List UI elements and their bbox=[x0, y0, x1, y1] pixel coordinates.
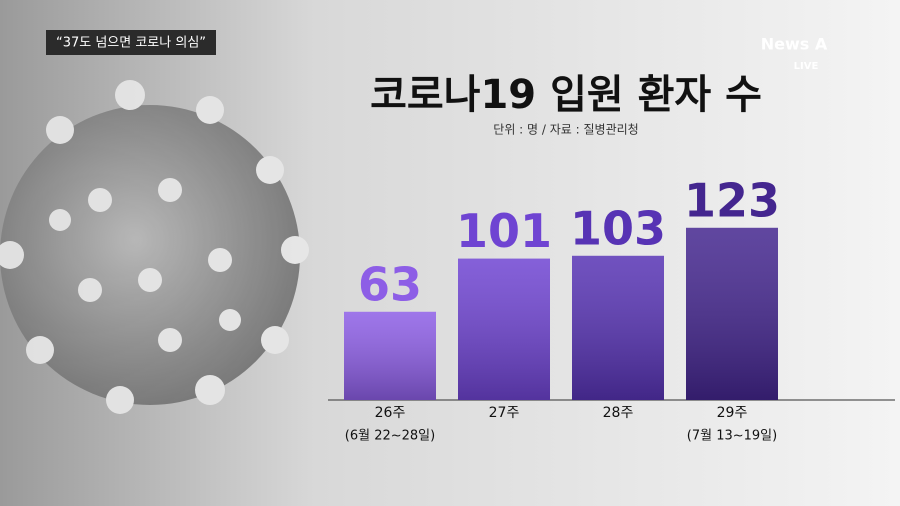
bar-shade bbox=[686, 227, 778, 400]
logo-brand: News A bbox=[761, 35, 828, 54]
logo-status: LIVE bbox=[794, 61, 819, 72]
caption-box bbox=[46, 30, 216, 55]
chart-title: 코로나19 입원 환자 수 bbox=[370, 72, 762, 118]
value-label: 123 bbox=[684, 173, 780, 227]
virus-illustration bbox=[0, 80, 309, 414]
chart-subtitle: 단위 : 명 / 자료 : 질병관리청 bbox=[493, 123, 638, 137]
bar-shade bbox=[344, 311, 436, 400]
x-tick-label: 27주 bbox=[489, 405, 520, 421]
x-tick-note: (6월 22~28일) bbox=[345, 429, 435, 444]
value-label: 63 bbox=[358, 257, 422, 311]
bar-shade bbox=[458, 258, 550, 400]
x-tick-label: 29주 bbox=[717, 405, 748, 421]
bar-shade bbox=[572, 255, 664, 400]
value-label: 103 bbox=[570, 201, 666, 255]
x-tick-label: 26주 bbox=[375, 405, 406, 421]
caption: “37도 넘으면 코로나 의심” bbox=[56, 36, 206, 51]
x-tick-note: (7월 13~19일) bbox=[687, 429, 777, 444]
x-tick-label: 28주 bbox=[603, 405, 634, 421]
value-label: 101 bbox=[456, 204, 552, 258]
